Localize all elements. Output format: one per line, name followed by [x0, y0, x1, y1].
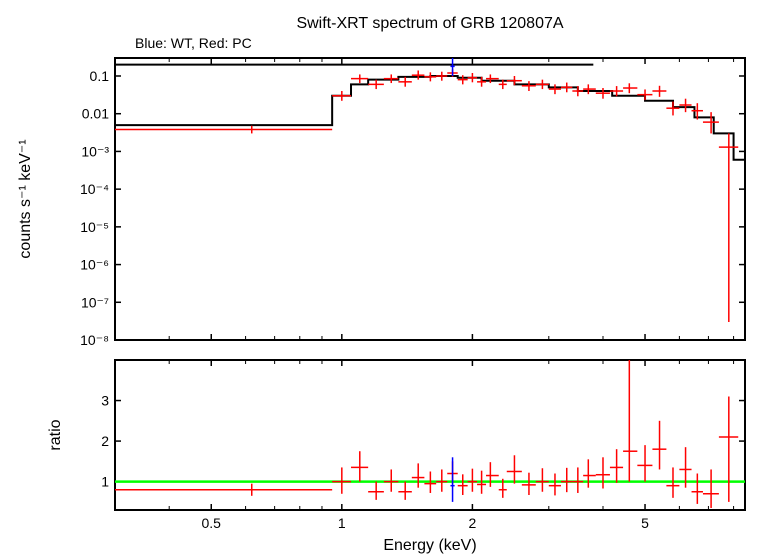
chart-container: Swift-XRT spectrum of GRB 120807A Blue: W… — [0, 0, 758, 556]
y-bottom-tick-label: 2 — [101, 433, 109, 449]
y-top-tick-label: 10⁻⁵ — [80, 219, 109, 235]
y-top-tick-label: 0.01 — [82, 106, 109, 122]
y-top-tick-label: 10⁻³ — [81, 143, 109, 159]
chart-subtitle: Blue: WT, Red: PC — [135, 35, 252, 51]
x-tick-label: 2 — [469, 515, 477, 531]
bottom-panel-content — [115, 360, 745, 508]
y-top-tick-label: 10⁻⁸ — [80, 332, 109, 348]
y-bottom-tick-label: 3 — [101, 393, 109, 409]
y-top-tick-label: 0.1 — [90, 68, 110, 84]
black-model-line — [115, 76, 745, 160]
chart-svg: Swift-XRT spectrum of GRB 120807A Blue: W… — [0, 0, 758, 556]
top-panel-content — [115, 57, 745, 322]
chart-title: Swift-XRT spectrum of GRB 120807A — [296, 15, 563, 32]
y-bottom-axis-label: ratio — [47, 419, 64, 450]
y-top-tick-label: 10⁻⁶ — [80, 257, 109, 273]
y-bottom-tick-label: 1 — [101, 474, 109, 490]
y-top-tick-label: 10⁻⁴ — [80, 181, 109, 197]
y-top-tick-label: 10⁻⁷ — [81, 294, 109, 310]
x-tick-label: 5 — [641, 515, 649, 531]
y-top-axis-label: counts s⁻¹ keV⁻¹ — [17, 139, 34, 258]
x-tick-label: 0.5 — [202, 515, 222, 531]
x-axis-label: Energy (keV) — [383, 537, 476, 554]
x-tick-label: 1 — [338, 515, 346, 531]
